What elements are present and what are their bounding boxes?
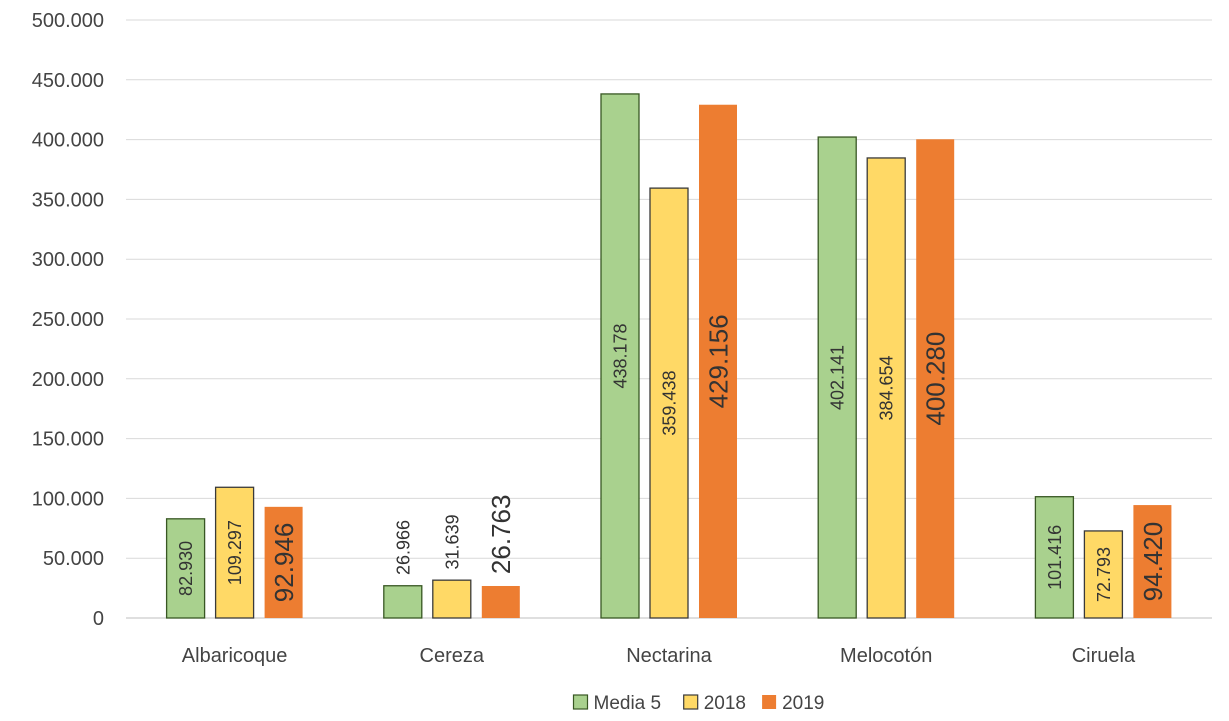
legend-swatch: [683, 694, 699, 710]
legend-label: Media 5: [594, 693, 662, 714]
bar: [866, 157, 906, 619]
legend-label: 2018: [704, 693, 746, 714]
data-label: 82.930: [176, 541, 196, 596]
bar: [1083, 530, 1124, 619]
data-label: 31.639: [442, 514, 462, 569]
data-label: 359.438: [659, 371, 679, 436]
y-tick-label: 300.000: [32, 249, 104, 271]
data-label: 94.420: [1138, 522, 1168, 602]
bar: [432, 579, 472, 619]
x-tick-label: Cereza: [420, 645, 485, 667]
x-tick-label: Ciruela: [1072, 645, 1136, 667]
y-tick-label: 200.000: [32, 369, 104, 391]
x-tick-label: Albaricoque: [182, 645, 288, 667]
y-tick-label: 450.000: [32, 70, 104, 92]
legend: Media 5 2018 2019: [572, 693, 824, 714]
bar: [649, 187, 689, 619]
legend-swatch: [762, 695, 777, 709]
data-labels: 82.930 109.297 92.946 26.966 31.639 26.763 438…: [176, 314, 1168, 602]
bar: [1034, 496, 1075, 619]
y-tick-label: 150.000: [32, 429, 104, 451]
bar: [481, 585, 520, 618]
data-label: 438.178: [610, 323, 630, 388]
y-tick-label: 50.000: [43, 548, 104, 570]
y-tick-label: 250.000: [32, 309, 104, 331]
bars: [165, 93, 1172, 619]
data-label: 72.793: [1094, 547, 1114, 602]
legend-label: 2019: [782, 693, 824, 714]
legend-swatch: [572, 694, 589, 710]
y-tick-label: 400.000: [32, 130, 104, 152]
bar: [600, 93, 640, 619]
y-tick-label: 500.000: [32, 10, 104, 32]
bar: [383, 585, 423, 619]
bar: [699, 104, 737, 618]
y-tick-label: 100.000: [32, 488, 104, 510]
data-label: 92.946: [269, 523, 299, 603]
data-label: 101.416: [1045, 525, 1065, 590]
data-label: 429.156: [703, 314, 733, 408]
data-label: 400.280: [921, 332, 951, 426]
x-tick-label: Melocotón: [840, 645, 932, 667]
bar: [165, 518, 206, 619]
bar: [1133, 505, 1172, 618]
bar: [916, 139, 955, 618]
x-axis-category-labels: Albaricoque Cereza Nectarina Melocotón Cirue…: [182, 645, 1136, 667]
bar: [214, 486, 255, 619]
x-tick-label: Nectarina: [626, 645, 712, 667]
data-label: 26.966: [393, 520, 413, 575]
data-label: 109.297: [225, 520, 245, 585]
y-tick-label: 350.000: [32, 189, 104, 211]
y-axis-tick-labels: 0 50.000 100.000 150.000 200.000 250.000 300.0…: [32, 10, 104, 630]
bar: [264, 506, 303, 618]
bar: [817, 136, 857, 619]
data-label: 402.141: [828, 345, 848, 410]
data-label: 26.763: [486, 495, 516, 575]
y-tick-label: 0: [93, 608, 104, 630]
data-label: 384.654: [877, 355, 897, 420]
